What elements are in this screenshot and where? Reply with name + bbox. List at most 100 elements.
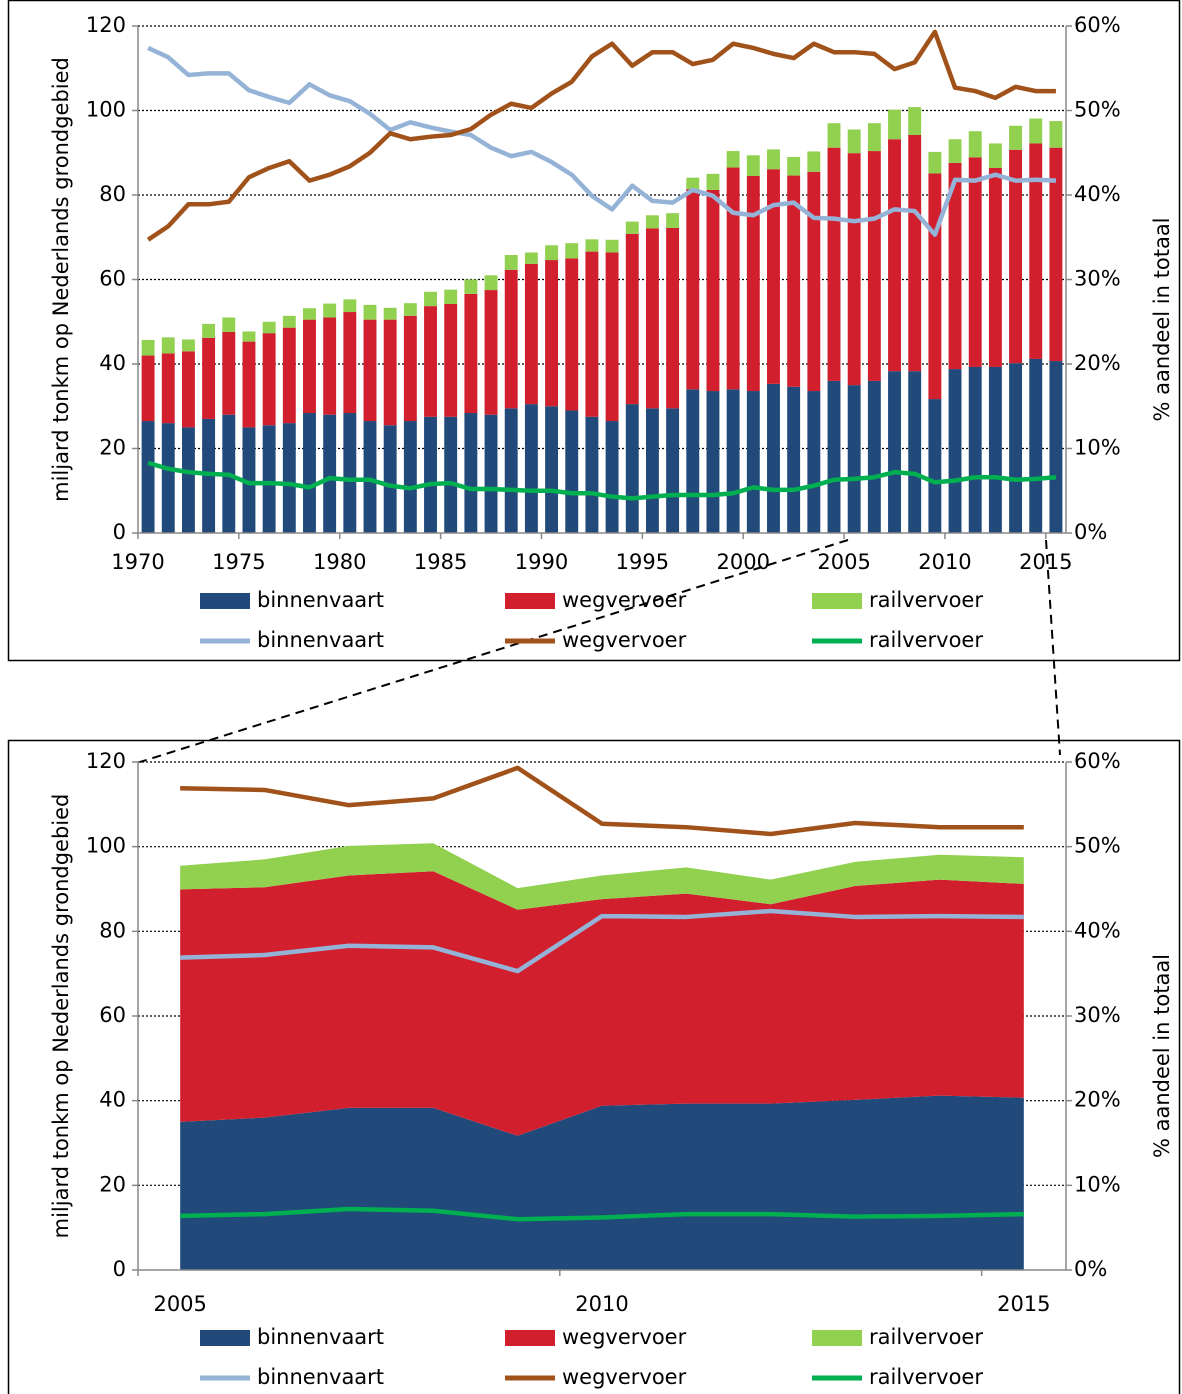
bar bbox=[484, 414, 498, 533]
bar bbox=[787, 386, 801, 533]
line bbox=[147, 460, 1057, 501]
area bbox=[180, 871, 1024, 1136]
legend-swatch bbox=[812, 593, 862, 609]
lines bbox=[146, 29, 1057, 501]
bar bbox=[363, 304, 377, 320]
bar bbox=[303, 308, 316, 320]
x-tick-label: 1980 bbox=[313, 550, 366, 574]
bar bbox=[807, 391, 821, 533]
chart: 0 20 40 60 80 100 120 0% 10% 20% 30% 40% 50% 60% 1970 1… bbox=[49, 13, 1174, 652]
bar bbox=[202, 323, 216, 338]
bar bbox=[242, 331, 256, 342]
y2-axis-title: % aandeel in totaal bbox=[1150, 954, 1174, 1158]
bar bbox=[706, 189, 720, 392]
bar bbox=[605, 239, 619, 253]
bar bbox=[847, 153, 861, 386]
y2-tick-label: 50% bbox=[1074, 834, 1121, 858]
bar bbox=[141, 355, 155, 422]
bar bbox=[988, 143, 1002, 168]
bar bbox=[464, 293, 478, 414]
area bbox=[180, 1095, 1024, 1270]
bar bbox=[746, 391, 760, 533]
bar bbox=[726, 167, 740, 390]
bar bbox=[424, 291, 437, 307]
bar bbox=[1009, 363, 1023, 533]
y-axis-title: miljard tonkm op Nederlands grondgebied bbox=[49, 794, 73, 1239]
bar bbox=[524, 404, 538, 533]
bar bbox=[282, 423, 296, 533]
bar bbox=[565, 258, 579, 411]
bar bbox=[202, 337, 216, 419]
line bbox=[180, 908, 1024, 974]
bar bbox=[282, 315, 296, 328]
y-tick-label: 0 bbox=[113, 520, 126, 544]
bar bbox=[323, 317, 337, 415]
bar bbox=[363, 319, 377, 422]
bar bbox=[867, 123, 881, 152]
bar bbox=[948, 369, 962, 533]
bar bbox=[524, 252, 538, 264]
bar bbox=[343, 413, 357, 533]
bar bbox=[605, 421, 619, 533]
y2-tick-label: 30% bbox=[1074, 1003, 1121, 1027]
bar bbox=[625, 221, 639, 234]
bar bbox=[141, 421, 155, 533]
bar bbox=[323, 414, 337, 533]
bar bbox=[464, 413, 478, 533]
bar bbox=[504, 269, 518, 409]
y2-tick-label: 40% bbox=[1074, 182, 1121, 206]
legend-label: wegvervoer bbox=[562, 1365, 687, 1389]
bar bbox=[484, 275, 498, 291]
y-tick-label: 40 bbox=[99, 351, 126, 375]
bar bbox=[988, 167, 1002, 367]
bar bbox=[1049, 121, 1063, 148]
bar bbox=[888, 109, 901, 140]
bar bbox=[827, 123, 841, 148]
y2-tick-label: 20% bbox=[1074, 1088, 1121, 1112]
bar bbox=[706, 391, 720, 533]
bar bbox=[444, 416, 458, 533]
x-tick-label: 1990 bbox=[515, 550, 568, 574]
bar bbox=[928, 399, 942, 533]
bar bbox=[625, 233, 639, 405]
y-axis-title: miljard tonkm op Nederlands grondgebied bbox=[49, 57, 73, 502]
legend-label: binnenvaart bbox=[257, 1365, 384, 1389]
bar bbox=[444, 289, 458, 305]
bar bbox=[585, 251, 599, 417]
bar bbox=[908, 371, 922, 533]
bar bbox=[1029, 143, 1043, 359]
bar bbox=[888, 371, 901, 533]
bar bbox=[403, 421, 417, 533]
legend-label: railvervoer bbox=[869, 1365, 983, 1389]
bar bbox=[545, 406, 559, 533]
bar bbox=[303, 413, 316, 533]
bar bbox=[928, 151, 942, 174]
bar bbox=[242, 341, 256, 428]
bar bbox=[968, 157, 982, 367]
bar bbox=[181, 427, 195, 533]
bar bbox=[343, 312, 357, 414]
bar bbox=[988, 366, 1002, 533]
bar bbox=[827, 147, 841, 381]
bar bbox=[807, 151, 821, 172]
bar bbox=[767, 149, 780, 170]
y-tick-label: 100 bbox=[86, 98, 126, 122]
x-tick-label: 2010 bbox=[575, 1292, 628, 1316]
bar bbox=[262, 425, 276, 533]
marks bbox=[180, 843, 1024, 1270]
bar bbox=[807, 171, 821, 392]
x-tick-label: 1985 bbox=[414, 550, 467, 574]
bar bbox=[222, 331, 236, 415]
legend-label: binnenvaart bbox=[257, 588, 384, 612]
y2-tick-label: 0% bbox=[1074, 1257, 1107, 1281]
bar bbox=[565, 410, 579, 533]
bar bbox=[161, 353, 175, 424]
x-tick-label: 2010 bbox=[918, 550, 971, 574]
x-tick-label: 2015 bbox=[1019, 550, 1072, 574]
bar bbox=[323, 303, 337, 318]
line bbox=[147, 45, 1057, 237]
y2-axis-title: % aandeel in totaal bbox=[1150, 217, 1174, 421]
bar bbox=[363, 421, 377, 533]
bar bbox=[222, 317, 236, 332]
y2-tick-label: 60% bbox=[1074, 749, 1121, 773]
